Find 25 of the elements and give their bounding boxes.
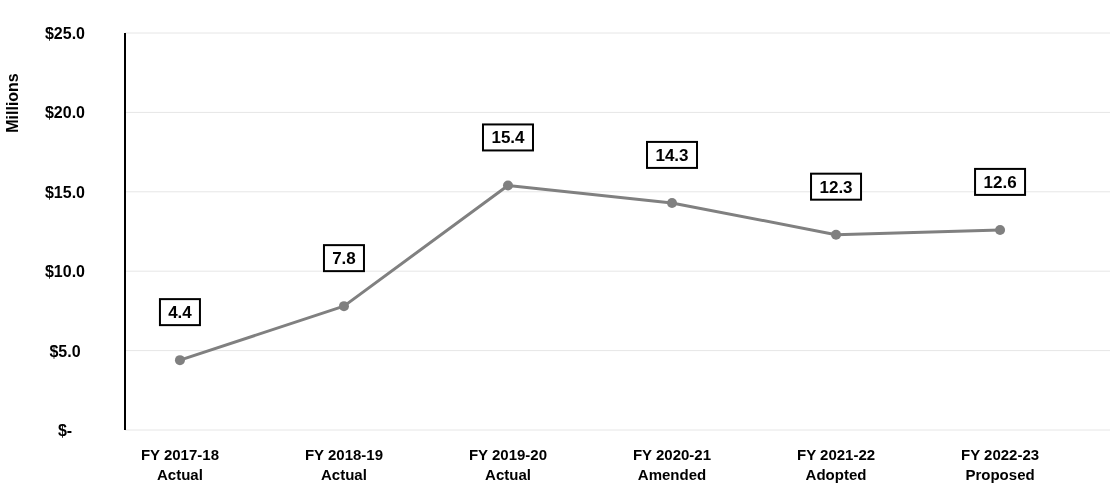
- data-label: 15.4: [491, 128, 526, 148]
- point: [831, 229, 842, 240]
- y-tick-label: $10.0: [44, 263, 86, 281]
- point: [502, 180, 513, 191]
- data-label: 12.6: [983, 172, 1017, 192]
- y-tick-label: $20.0: [44, 104, 86, 122]
- y-tick-label: $5.0: [49, 342, 81, 360]
- y-axis-title: Millions: [4, 73, 21, 133]
- data-label: 4.4: [168, 303, 193, 323]
- point: [174, 355, 185, 366]
- y-tick-label: $25.0: [44, 25, 86, 42]
- point: [338, 301, 349, 312]
- x-tick-label: FY 2022-23 Proposed: [960, 446, 1040, 483]
- x-tick-label: FY 2021-22 Adopted: [796, 446, 876, 483]
- data-label: 14.3: [655, 145, 689, 165]
- x-tick-label: FY 2017-18 Actual: [140, 446, 220, 483]
- x-tick-label: FY 2018-19 Actual: [304, 446, 384, 483]
- point: [995, 224, 1006, 235]
- data-label: 12.3: [819, 177, 853, 197]
- x-tick-label: FY 2019-20 Actual: [468, 446, 548, 483]
- point: [667, 197, 678, 208]
- data-label: 7.8: [332, 249, 356, 269]
- y-tick-label: $-: [57, 422, 73, 439]
- y-tick-label: $15.0: [44, 183, 86, 201]
- x-tick-label: FY 2020-21 Amended: [632, 446, 712, 483]
